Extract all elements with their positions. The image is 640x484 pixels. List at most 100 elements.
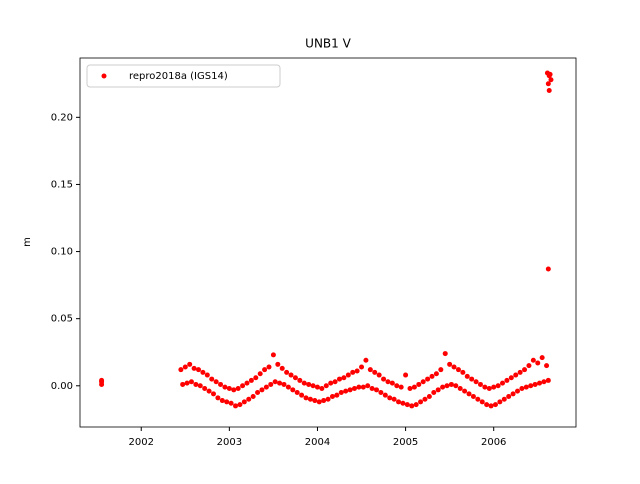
data-point (407, 385, 413, 391)
data-point (329, 394, 335, 400)
data-point (541, 379, 547, 385)
data-point (259, 387, 265, 393)
data-point (488, 403, 494, 409)
data-point (545, 266, 551, 272)
data-point (495, 383, 501, 389)
data-point (455, 367, 461, 373)
data-point (403, 372, 409, 378)
x-tick-label: 2005 (393, 437, 418, 448)
data-point (510, 391, 516, 397)
data-point (394, 383, 400, 389)
data-point (204, 372, 210, 378)
data-point (262, 367, 268, 373)
legend-marker (101, 73, 107, 79)
data-point (306, 381, 312, 387)
data-point (218, 381, 224, 387)
data-point (277, 380, 283, 386)
data-point (530, 357, 536, 363)
data-point (257, 371, 263, 377)
data-point (539, 355, 545, 361)
data-point (400, 400, 406, 406)
data-point (219, 398, 225, 404)
data-point (457, 385, 463, 391)
data-point (491, 384, 497, 390)
data-point (416, 381, 422, 387)
data-point (297, 377, 303, 383)
data-point (290, 387, 296, 393)
data-point (200, 369, 206, 375)
data-point (206, 388, 212, 394)
data-point (338, 390, 344, 396)
data-point (210, 391, 216, 397)
data-point (246, 396, 252, 402)
data-point (514, 388, 520, 394)
data-point (303, 395, 309, 401)
y-tick-label: 0.10 (51, 247, 73, 258)
data-point (466, 391, 472, 397)
data-point (336, 376, 342, 382)
data-point (492, 402, 498, 408)
data-point (464, 373, 470, 379)
data-point (435, 387, 441, 393)
data-point (378, 390, 384, 396)
data-point (215, 395, 221, 401)
plot-frame (79, 57, 577, 428)
data-point (332, 379, 338, 385)
data-point (411, 384, 417, 390)
y-tick-label: 0.15 (51, 179, 73, 190)
data-point (281, 381, 287, 387)
data-point (451, 364, 457, 370)
legend-label: repro2018a (IGS14) (129, 71, 228, 82)
data-point (453, 383, 459, 389)
data-point (473, 379, 479, 385)
data-point (347, 387, 353, 393)
data-point (365, 383, 371, 389)
data-point (356, 384, 362, 390)
data-point (209, 376, 215, 382)
data-point (99, 381, 105, 387)
y-tick-label: 0.05 (51, 314, 73, 325)
data-point (237, 402, 243, 408)
data-point (213, 379, 219, 385)
data-point (469, 376, 475, 382)
data-point (544, 363, 550, 369)
data-point (187, 361, 193, 367)
data-point (398, 384, 404, 390)
data-point (475, 396, 481, 402)
data-point (191, 365, 197, 371)
data-point (447, 361, 453, 367)
data-point (363, 357, 369, 363)
data-point (462, 388, 468, 394)
data-point (325, 396, 331, 402)
data-point (196, 367, 202, 373)
data-point (288, 372, 294, 378)
data-point (323, 383, 329, 389)
data-point (233, 403, 239, 409)
data-point (292, 375, 298, 381)
data-point (381, 376, 387, 382)
data-point (222, 384, 228, 390)
data-point (231, 387, 237, 393)
data-point (193, 381, 199, 387)
data-point (197, 383, 203, 389)
data-point (522, 367, 528, 373)
data-point (438, 367, 444, 373)
data-point (319, 385, 325, 391)
data-point (328, 380, 334, 386)
data-point (526, 363, 532, 369)
data-point (316, 399, 322, 405)
data-point (343, 388, 349, 394)
data-point (285, 384, 291, 390)
data-point (301, 380, 307, 386)
data-point (528, 383, 534, 389)
data-point (235, 385, 241, 391)
data-point (422, 396, 428, 402)
chart-title: UNB1 V (305, 37, 351, 51)
data-point (359, 364, 365, 370)
data-point (270, 352, 276, 358)
x-tick-label: 2002 (129, 437, 154, 448)
data-point (253, 375, 259, 381)
data-point (482, 384, 488, 390)
data-point (202, 385, 208, 391)
data-point (548, 77, 554, 83)
